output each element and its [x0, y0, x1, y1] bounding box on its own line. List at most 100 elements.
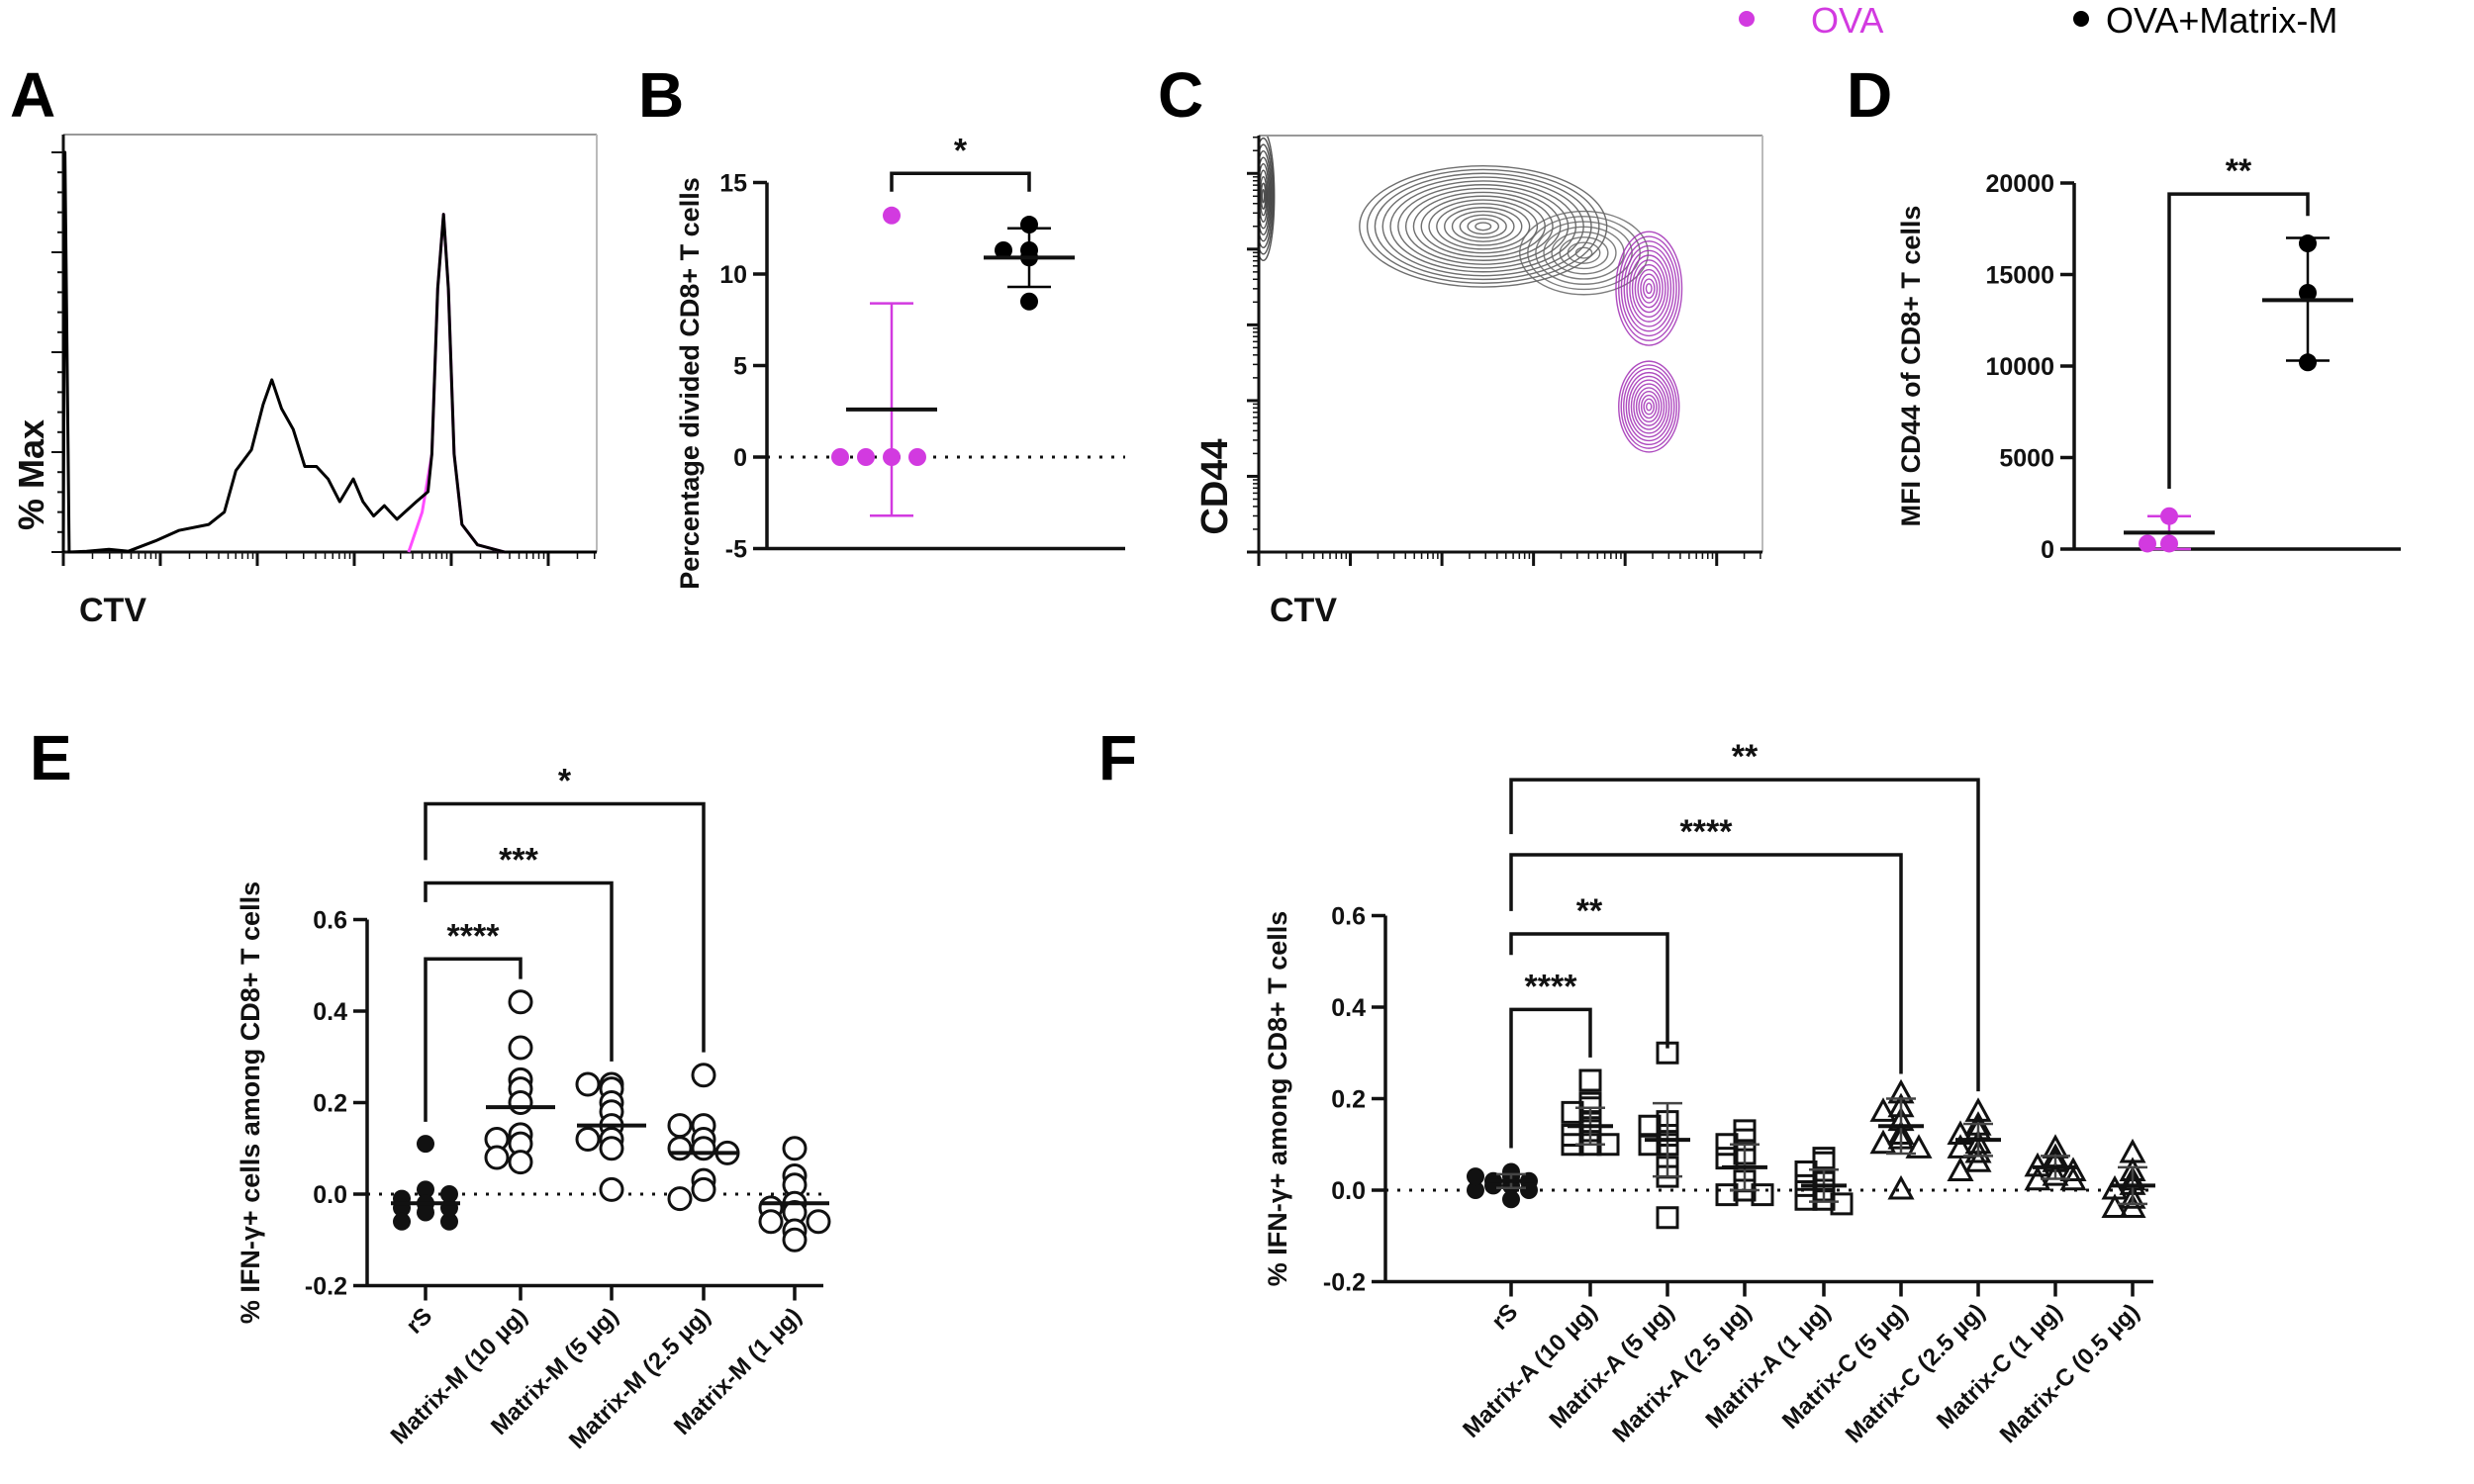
- panel-e-data-point: [508, 1090, 533, 1115]
- panel-f-data-point: [2101, 1193, 2129, 1218]
- contour-level-pop-0: [1259, 143, 1274, 249]
- panel-d-y-tick-label: 0: [2041, 536, 2054, 564]
- contour-level-pop-2: [1519, 210, 1650, 296]
- contour-level-pop-0: [1259, 137, 1275, 255]
- panel-c-y-label: CD44: [1194, 438, 1236, 534]
- contour-level-pop-3: [1629, 254, 1669, 323]
- panel-b-group-summary: [984, 227, 1075, 289]
- contour-level-pop-1: [1428, 199, 1539, 254]
- panel-e-y-tick-label: 0.6: [313, 907, 347, 935]
- contour-level-pop-3: [1634, 264, 1664, 314]
- panel-f-data-point: [1467, 1181, 1484, 1199]
- panel-b-y-tick-label: 0: [733, 444, 747, 472]
- panel-f-data-point: [1869, 1097, 1897, 1122]
- panel-e-scatter-plot: -0.2 0.0 0.2 0.4 0.6 % IFN-γ+ cells among CD8…: [236, 762, 831, 1454]
- panel-f-data-point: [1751, 1183, 1774, 1207]
- contour-level-pop-1: [1475, 222, 1492, 232]
- contour-level-pop-0: [1260, 182, 1267, 210]
- contour-level-pop-4: [1638, 391, 1661, 423]
- panel-b-data-point: [995, 240, 1012, 259]
- panel-e-significance-bracket: *: [424, 762, 706, 1053]
- panel-f-scatter-plot: -0.2 0.0 0.2 0.4 0.6 % IFN-γ+ among CD8+ T ce…: [1263, 738, 2155, 1448]
- panel-e-data-point: [782, 1136, 808, 1161]
- panel-d-y-tick-label: 10000: [1985, 353, 2054, 381]
- panel-f-y-tick-label: 0.2: [1331, 1086, 1366, 1114]
- panel-f-data-point: [2059, 1157, 2087, 1181]
- panel-e-data-point: [417, 1135, 434, 1154]
- panel-f-y-label: % IFN-γ+ among CD8+ T cells: [1263, 911, 1292, 1287]
- contour-level-pop-4: [1628, 375, 1670, 438]
- panel-b-scatter-plot: -5 0 5 10 15 Percentage divided CD8+ T cells *: [675, 132, 1125, 590]
- panel-f-data-point: [1502, 1190, 1520, 1209]
- bracket-line: [1509, 778, 1980, 1092]
- panel-f-group-summary: [1722, 1143, 1767, 1192]
- legend-ova-matrix-m-marker: [2073, 11, 2089, 27]
- contour-level-pop-4: [1618, 360, 1680, 453]
- panel-f-significance-bracket: ****: [1509, 968, 1592, 1149]
- panel-b-y-label: Percentage divided CD8+ T cells: [675, 177, 705, 589]
- contour-level-pop-1: [1444, 207, 1523, 246]
- panel-f-group-summary: [1878, 1097, 1924, 1156]
- panel-f-data-point: [1947, 1134, 1974, 1159]
- contour-level-pop-4: [1646, 402, 1653, 412]
- bracket-line: [1509, 853, 1903, 1074]
- contour-level-pop-1: [1420, 195, 1546, 258]
- panel-e-significance-bracket: ***: [424, 842, 614, 1062]
- panel-e-data-point: [508, 1150, 533, 1175]
- panel-f-data-point: [2042, 1161, 2069, 1186]
- panel-e-x-tick-label: rS: [401, 1303, 437, 1340]
- panel-letter-e: E: [30, 722, 72, 793]
- panel-f-group-summary: [1801, 1167, 1847, 1203]
- panel-e-data-point: [508, 1035, 533, 1061]
- contour-level-pop-1: [1459, 214, 1507, 239]
- panel-e-data-point: [575, 1127, 601, 1152]
- panel-f-data-point: [1467, 1167, 1484, 1186]
- panel-f-data-point: [1964, 1138, 1992, 1163]
- contour-level-pop-1: [1451, 210, 1515, 242]
- significance-stars: ****: [1525, 968, 1578, 1005]
- contour-level-pop-3: [1642, 278, 1656, 299]
- contour-level-pop-1: [1412, 191, 1554, 261]
- panel-f-data-point: [1905, 1134, 1933, 1159]
- contour-level-pop-1: [1374, 172, 1592, 281]
- panel-letter-c: C: [1158, 59, 1203, 131]
- panel-d-scatter-plot: 0 5000 10000 15000 20000 MFI CD44 of CD8+ T c…: [1896, 152, 2401, 564]
- panel-f-x-tick-label: Matrix-A (2.5 µg): [1607, 1299, 1757, 1448]
- legend: OVA OVA+Matrix-M: [1739, 0, 2337, 41]
- contour-level-pop-1: [1389, 180, 1577, 273]
- legend-ova-label: OVA: [1811, 0, 1883, 41]
- panel-f-x-tick-label: Matrix-A (10 µg): [1458, 1299, 1602, 1443]
- panel-f-group-summary: [1488, 1172, 1534, 1189]
- panel-e-data-point: [508, 989, 533, 1015]
- significance-stars: ****: [1680, 813, 1734, 851]
- contour-level-pop-2: [1535, 221, 1633, 285]
- contour-level-pop-1: [1397, 184, 1570, 269]
- panel-e-data-point: [691, 1063, 716, 1088]
- significance-stars: **: [1732, 738, 1759, 776]
- panel-f-group-summary: [1568, 1106, 1613, 1146]
- panel-f-group-summary: [2033, 1155, 2078, 1180]
- contour-level-pop-4: [1635, 387, 1663, 426]
- panel-e-data-point: [599, 1176, 624, 1202]
- bracket-line: [1509, 932, 1669, 1049]
- panel-f-group-summary: [2110, 1165, 2155, 1206]
- panel-f-y-tick-label: 0.4: [1331, 994, 1366, 1022]
- panel-f-significance-bracket: **: [1509, 892, 1669, 1049]
- panel-b-y-tick-label: 15: [719, 170, 747, 198]
- panel-d-group-summary: [2124, 514, 2215, 551]
- panel-e-data-point: [440, 1185, 458, 1203]
- significance-stars: **: [2226, 152, 2252, 190]
- panel-e-data-point: [393, 1212, 411, 1231]
- contour-level-pop-3: [1631, 259, 1666, 319]
- panel-e-data-point: [599, 1136, 624, 1161]
- panel-d-y-tick-label: 5000: [1999, 445, 2054, 473]
- panel-f-data-point: [1578, 1068, 1602, 1092]
- contour-level-pop-0: [1259, 156, 1272, 235]
- panel-e-data-point: [691, 1136, 716, 1161]
- panel-e-data-point: [691, 1176, 716, 1202]
- panel-c-contours: [1259, 136, 1683, 453]
- panel-letter-a: A: [10, 59, 55, 131]
- contour-level-pop-0: [1259, 136, 1276, 262]
- contour-level-pop-3: [1623, 244, 1674, 332]
